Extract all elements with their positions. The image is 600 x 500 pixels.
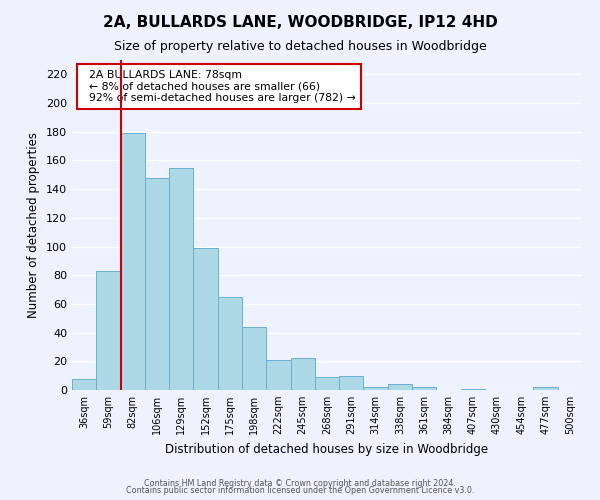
Bar [242,327,266,390]
Bar [412,387,436,390]
Bar [145,178,169,390]
Text: 2A, BULLARDS LANE, WOODBRIDGE, IP12 4HD: 2A, BULLARDS LANE, WOODBRIDGE, IP12 4HD [103,15,497,30]
Text: Contains public sector information licensed under the Open Government Licence v3: Contains public sector information licen… [126,486,474,495]
Bar [266,360,290,390]
Text: 2A BULLARDS LANE: 78sqm
  ← 8% of detached houses are smaller (66)
  92% of semi: 2A BULLARDS LANE: 78sqm ← 8% of detached… [82,70,356,103]
Text: Size of property relative to detached houses in Woodbridge: Size of property relative to detached ho… [113,40,487,53]
Bar [461,388,485,390]
Bar [72,378,96,390]
Bar [121,133,145,390]
Bar [533,387,558,390]
Bar [339,376,364,390]
Bar [388,384,412,390]
Bar [193,248,218,390]
Y-axis label: Number of detached properties: Number of detached properties [28,132,40,318]
Bar [169,168,193,390]
X-axis label: Distribution of detached houses by size in Woodbridge: Distribution of detached houses by size … [166,442,488,456]
Bar [364,387,388,390]
Bar [96,271,121,390]
Bar [290,358,315,390]
Bar [315,377,339,390]
Text: Contains HM Land Registry data © Crown copyright and database right 2024.: Contains HM Land Registry data © Crown c… [144,478,456,488]
Bar [218,296,242,390]
